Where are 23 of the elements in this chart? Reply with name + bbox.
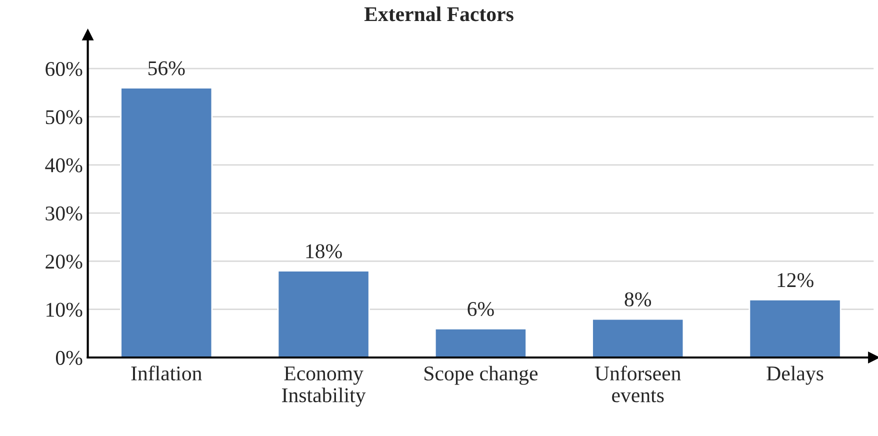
bar bbox=[277, 270, 370, 358]
bar bbox=[748, 299, 842, 358]
bar bbox=[120, 87, 213, 358]
bar bbox=[592, 318, 684, 358]
y-tick-label: 60% bbox=[46, 62, 82, 76]
data-label: 18% bbox=[306, 244, 342, 258]
data-label: 6% bbox=[468, 302, 494, 316]
x-tick-label: Scope change bbox=[424, 366, 538, 385]
y-tick-label: 20% bbox=[46, 254, 82, 269]
data-label: 12% bbox=[778, 273, 814, 288]
bar bbox=[434, 328, 527, 358]
data-label: 8% bbox=[624, 292, 652, 306]
x-tick-label: Inflation bbox=[131, 366, 202, 381]
x-tick-label: Unforseen events bbox=[594, 366, 681, 402]
y-tick-label: 50% bbox=[46, 110, 82, 124]
data-label: 56% bbox=[148, 61, 185, 76]
y-tick-label: 30% bbox=[46, 206, 82, 221]
x-tick-label: Economy Instability bbox=[282, 366, 366, 407]
chart-title: External Factors bbox=[364, 6, 514, 22]
y-tick-label: 10% bbox=[46, 302, 82, 317]
y-tick-label: 0% bbox=[56, 350, 82, 366]
x-tick-label: Delays bbox=[766, 366, 824, 385]
y-tick-label: 40% bbox=[45, 158, 82, 172]
